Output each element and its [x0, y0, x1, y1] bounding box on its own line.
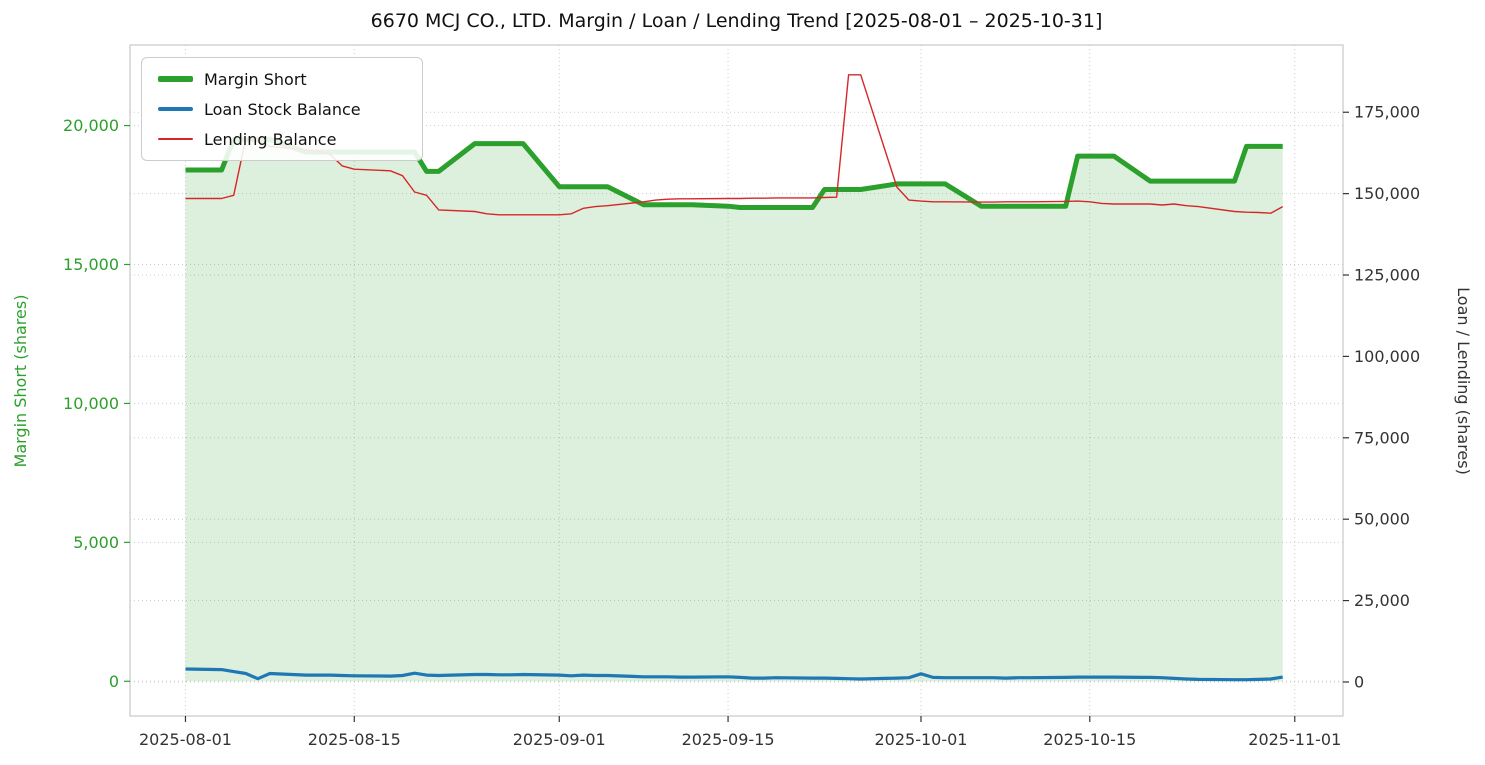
- right-y-tick-label: 25,000: [1354, 591, 1410, 610]
- legend-item-margin-short: Margin Short: [158, 69, 406, 89]
- margin-short-area: [185, 139, 1283, 682]
- x-tick-label: 2025-10-15: [1043, 730, 1136, 749]
- x-tick-label: 2025-10-01: [874, 730, 967, 749]
- legend: Margin Short Loan Stock Balance Lending …: [141, 57, 423, 161]
- plot-border: [129, 44, 1344, 717]
- right-y-tick-label: 75,000: [1354, 428, 1410, 447]
- x-tick-label: 2025-09-01: [513, 730, 606, 749]
- right-y-tick-label: 175,000: [1354, 103, 1420, 122]
- legend-item-loan-stock-balance: Loan Stock Balance: [158, 99, 406, 119]
- right-y-tick-label: 150,000: [1354, 184, 1420, 203]
- right-y-tick-label: 50,000: [1354, 510, 1410, 529]
- loan-stock-balance-line-swatch: [158, 107, 193, 111]
- legend-label-margin-short: Margin Short: [204, 69, 307, 89]
- right-axis-label: Loan / Lending (shares): [1454, 287, 1473, 475]
- left-y-tick-label: 10,000: [63, 394, 119, 413]
- left-y-tick-label: 0: [109, 672, 119, 691]
- left-axis-label: Margin Short (shares): [11, 294, 30, 468]
- chart-title: 6670 MCJ CO., LTD. Margin / Loan / Lendi…: [370, 10, 1103, 32]
- lending-balance-line-swatch: [158, 138, 193, 140]
- margin-short-line-swatch: [158, 76, 193, 82]
- left-y-tick-label: 15,000: [63, 255, 119, 274]
- legend-item-lending-balance: Lending Balance: [158, 129, 406, 149]
- x-tick-label: 2025-08-15: [308, 730, 401, 749]
- left-y-tick-label: 5,000: [73, 533, 119, 552]
- x-tick-label: 2025-08-01: [139, 730, 232, 749]
- legend-label-lending-balance: Lending Balance: [204, 129, 337, 149]
- left-y-tick-label: 20,000: [63, 116, 119, 135]
- x-tick-label: 2025-09-15: [682, 730, 775, 749]
- legend-label-loan-stock-balance: Loan Stock Balance: [204, 99, 361, 119]
- right-y-tick-label: 100,000: [1354, 347, 1420, 366]
- right-y-tick-label: 125,000: [1354, 266, 1420, 285]
- loan-stock-balance-line: [185, 667, 1283, 682]
- lending-balance-line: [185, 74, 1284, 216]
- x-tick-label: 2025-11-01: [1248, 730, 1341, 749]
- right-y-tick-label: 0: [1354, 672, 1364, 691]
